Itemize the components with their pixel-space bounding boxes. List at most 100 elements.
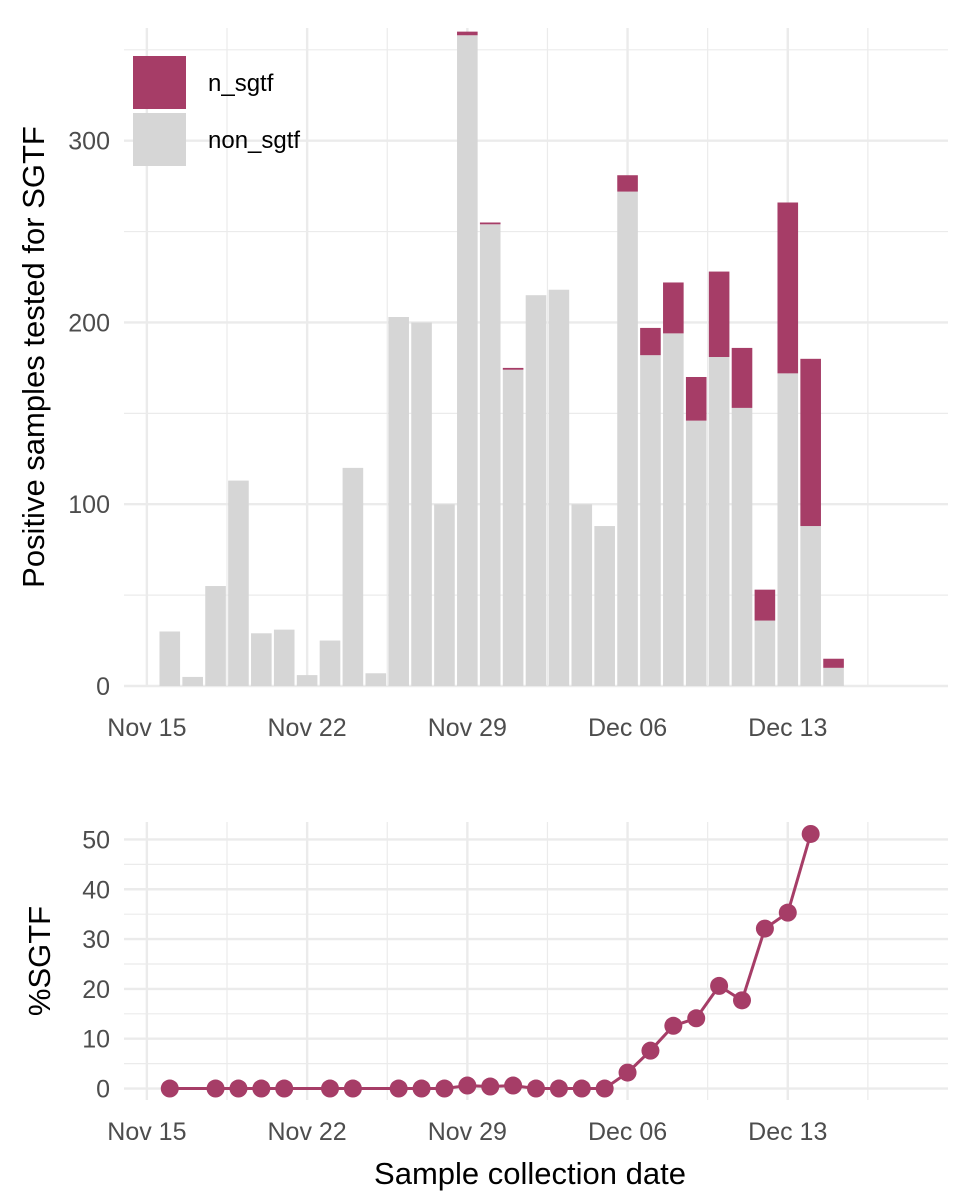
- sgtf-percent-point: [549, 1079, 568, 1098]
- sgtf-percent-point: [755, 919, 774, 938]
- sgtf-percent-point: [710, 976, 729, 995]
- y-tick-label: 0: [96, 673, 110, 701]
- x-axis-title: Sample collection date: [374, 1156, 686, 1191]
- sgtf-percent-point: [733, 991, 751, 1010]
- bar-non-sgtf: [594, 526, 615, 686]
- legend-label-non-sgtf: non_sgtf: [208, 127, 300, 154]
- bar-non-sgtf: [617, 191, 638, 686]
- bar-non-sgtf: [388, 317, 409, 686]
- bar-non-sgtf: [296, 675, 318, 686]
- bar-non-sgtf: [800, 526, 821, 686]
- x-tick-label: Nov 22: [268, 1118, 347, 1146]
- sgtf-percent-point: [275, 1079, 294, 1098]
- y-tick-label: 50: [82, 826, 110, 854]
- sgtf-percent-point: [252, 1079, 271, 1098]
- y-tick-label: 30: [82, 926, 110, 954]
- bar-n-sgtf: [640, 327, 661, 356]
- y-tick-label: 100: [68, 491, 110, 519]
- y-tick-label: 0: [96, 1076, 110, 1104]
- bar-n-sgtf: [502, 367, 524, 370]
- y-tick-label: 40: [82, 876, 110, 904]
- bar-n-sgtf: [617, 175, 638, 192]
- y-tick-label: 10: [82, 1026, 110, 1054]
- sgtf-percent-point: [641, 1041, 660, 1060]
- x-tick-label: Dec 13: [748, 1118, 827, 1146]
- x-tick-label: Nov 29: [428, 1118, 507, 1146]
- bar-non-sgtf: [457, 35, 478, 687]
- bar-non-sgtf: [777, 373, 799, 686]
- bar-non-sgtf: [479, 224, 501, 686]
- bar-non-sgtf: [731, 407, 753, 686]
- bar-non-sgtf: [685, 420, 707, 686]
- y-axis-title: %SGTF: [22, 906, 57, 1016]
- y-tick-label: 200: [68, 309, 110, 337]
- sgtf-percent-point: [343, 1079, 362, 1098]
- bar-non-sgtf: [342, 467, 364, 686]
- bar-n-sgtf: [708, 271, 730, 357]
- bottom-chart-sgtf-percent-line: Nov 15 Nov 22 Nov 29 Dec 06 Dec 13 0 10 20 30 40 5…: [22, 822, 948, 1191]
- bar-non-sgtf: [708, 357, 730, 686]
- sgtf-percent-point: [160, 1079, 179, 1098]
- x-tick-label: Nov 15: [107, 1118, 186, 1146]
- bar-non-sgtf: [754, 620, 776, 686]
- bar-n-sgtf: [777, 202, 799, 374]
- sgtf-percent-point: [572, 1079, 591, 1098]
- bar-non-sgtf: [228, 480, 249, 686]
- sgtf-percent-point: [618, 1063, 637, 1082]
- y-tick-label: 20: [82, 976, 110, 1004]
- bar-non-sgtf: [571, 504, 593, 686]
- legend-label-n-sgtf: n_sgtf: [208, 70, 274, 97]
- sgtf-percent-point: [801, 824, 820, 843]
- x-tick-label: Nov 22: [268, 714, 347, 742]
- legend-swatch-non-sgtf: [133, 113, 186, 166]
- bar-non-sgtf: [159, 631, 181, 686]
- bar-non-sgtf: [319, 640, 341, 686]
- bar-non-sgtf: [251, 633, 272, 686]
- bar-non-sgtf: [640, 355, 661, 686]
- sgtf-percent-point: [458, 1076, 477, 1095]
- sgtf-percent-point: [229, 1079, 248, 1098]
- sgtf-percent-point: [664, 1016, 683, 1035]
- x-tick-label: Dec 13: [748, 714, 827, 742]
- bar-n-sgtf: [823, 658, 844, 668]
- bar-n-sgtf: [663, 282, 684, 334]
- sgtf-percent-point: [527, 1079, 545, 1098]
- bar-non-sgtf: [823, 667, 844, 686]
- bar-non-sgtf: [182, 676, 203, 686]
- bar-non-sgtf: [663, 333, 684, 686]
- sgtf-percent-line: [169, 833, 813, 1090]
- x-tick-label: Nov 29: [428, 714, 507, 742]
- sgtf-percent-point: [435, 1079, 454, 1098]
- bar-non-sgtf: [434, 504, 455, 686]
- bar-non-sgtf: [205, 586, 226, 686]
- bar-n-sgtf: [685, 376, 707, 421]
- x-tick-label: Nov 15: [107, 714, 186, 742]
- legend-swatch-n-sgtf: [133, 56, 186, 109]
- sgtf-percent-point: [321, 1079, 339, 1098]
- bar-n-sgtf: [754, 589, 776, 621]
- sgtf-percent-point: [778, 903, 797, 922]
- bar-n-sgtf: [457, 31, 478, 36]
- bar-n-sgtf: [800, 358, 821, 527]
- sgtf-percent-point: [412, 1079, 431, 1098]
- sgtf-percent-point: [687, 1009, 706, 1028]
- bar-non-sgtf: [548, 289, 570, 686]
- bar-non-sgtf: [411, 322, 432, 686]
- sgtf-percent-point: [389, 1079, 408, 1098]
- bar-non-sgtf: [525, 295, 547, 686]
- x-tick-label: Dec 06: [588, 714, 667, 742]
- y-axis-title: Positive samples tested for SGTF: [16, 126, 51, 588]
- sgtf-percent-point: [206, 1079, 225, 1098]
- bar-non-sgtf: [273, 629, 295, 686]
- sgtf-percent-point: [595, 1079, 614, 1098]
- x-tick-label: Dec 06: [588, 1118, 667, 1146]
- bar-non-sgtf: [365, 673, 387, 686]
- sgtf-percent-point: [481, 1077, 500, 1096]
- sgtf-percent-point: [504, 1076, 523, 1095]
- bar-n-sgtf: [479, 222, 501, 225]
- bar-non-sgtf: [502, 369, 524, 686]
- bar-n-sgtf: [731, 347, 753, 408]
- top-chart-stacked-bar: Nov 15 Nov 22 Nov 29 Dec 06 Dec 13 0 100 200 300…: [16, 28, 948, 742]
- y-tick-label: 300: [68, 128, 110, 156]
